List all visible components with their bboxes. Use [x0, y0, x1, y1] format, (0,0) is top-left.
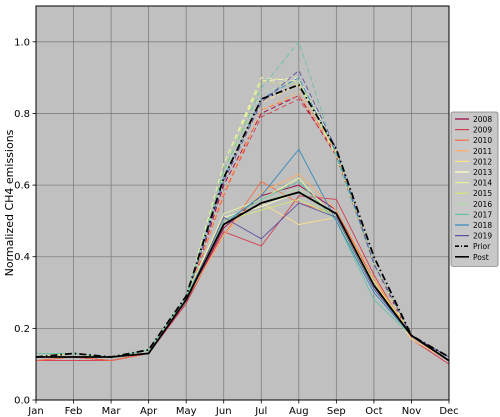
legend-label: Prior [473, 242, 491, 251]
x-tick-label: Mar [102, 406, 122, 417]
legend-label: 2018 [473, 221, 492, 230]
legend-label: 2016 [473, 200, 492, 209]
legend-label: Post [473, 253, 489, 262]
x-tick-label: Jul [254, 406, 267, 417]
series-line [36, 195, 450, 365]
legend-label: 2010 [473, 136, 492, 145]
legend-label: 2009 [473, 126, 492, 135]
legend-label: 2012 [473, 157, 492, 166]
y-tick-label: 1.0 [14, 37, 30, 48]
legend-label: 2019 [473, 232, 492, 241]
x-tick-label: Apr [140, 406, 158, 417]
x-tick-label: Oct [365, 406, 382, 417]
series-lines [35, 83, 450, 365]
x-tick-label: Feb [65, 406, 83, 417]
x-tick-label: Jun [215, 406, 232, 417]
series-line [36, 191, 450, 362]
y-axis-label: Normalized CH4 emissions [3, 129, 16, 276]
y-tick-label: 0.8 [14, 109, 30, 120]
plot-background [36, 6, 449, 400]
y-tick-label: 0.4 [14, 252, 30, 263]
y-tick-label: 0.2 [14, 324, 30, 335]
x-tick-label: Jan [27, 406, 43, 417]
x-tick-label: Aug [289, 406, 309, 417]
y-tick-label: 0.6 [14, 181, 30, 192]
legend-label: 2014 [473, 179, 492, 188]
x-axis: Jan Feb Mar Apr May Jun Jul Aug Sep Oct Nov Dec [27, 400, 459, 417]
legend-label: 2017 [473, 210, 492, 219]
x-tick-label: Nov [402, 406, 422, 417]
y-tick-label: 0.0 [14, 396, 30, 407]
legend-label: 2015 [473, 189, 492, 198]
legend-label: 2008 [473, 115, 492, 124]
x-tick-label: Sep [327, 406, 346, 417]
prior-year-line [35, 94, 450, 362]
y-axis: 0.0 0.2 0.4 0.6 0.8 1.0 [14, 37, 36, 407]
x-tick-label: Dec [439, 406, 458, 417]
x-tick-label: May [176, 406, 197, 417]
legend-label: 2011 [473, 147, 492, 156]
plot-frame [35, 5, 450, 401]
legend-label: 2013 [473, 168, 492, 177]
